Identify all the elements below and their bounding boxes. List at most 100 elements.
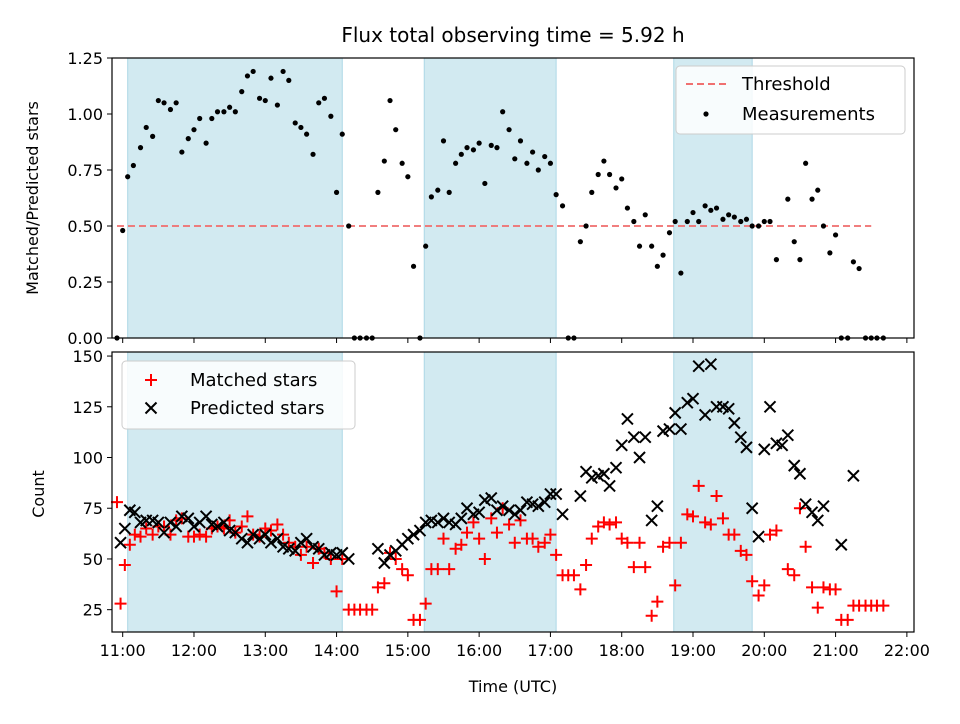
predicted-star-point	[472, 506, 486, 519]
matched-star-point	[473, 532, 486, 545]
measurement-point	[239, 89, 245, 95]
measurement-point	[636, 243, 643, 249]
matched-star-point	[657, 540, 670, 553]
measurement-point	[624, 205, 631, 211]
matched-star-point	[140, 522, 153, 535]
matched-star-point	[841, 613, 854, 626]
measurement-point	[535, 167, 541, 173]
measurement-point	[428, 194, 434, 200]
matched-star-point	[401, 569, 414, 582]
measurement-point	[286, 77, 292, 83]
measurement-point	[470, 147, 477, 153]
matched-star-point	[550, 548, 563, 561]
measurement-point	[339, 131, 345, 137]
matched-star-point	[114, 597, 127, 610]
matched-star-point	[187, 530, 200, 543]
matched-star-point	[503, 518, 516, 531]
predicted-star-point	[437, 512, 450, 525]
measurement-point	[654, 263, 660, 269]
matched-star-point	[378, 577, 391, 590]
measurement-point	[125, 174, 131, 180]
measurement-point	[298, 124, 304, 131]
matched-star-point	[781, 563, 794, 576]
predicted-star-point	[574, 489, 587, 503]
matched-star-point	[514, 514, 527, 527]
measurement-point	[328, 113, 334, 119]
measurement-point	[440, 138, 447, 144]
measurement-point	[435, 187, 441, 193]
matched-star-point	[770, 524, 783, 537]
matched-star-point	[128, 528, 141, 541]
matched-star-point	[467, 516, 480, 529]
measurement-point	[773, 257, 780, 263]
measurement-point	[453, 160, 459, 166]
y-tick-label: 25	[83, 601, 103, 620]
measurement-point	[346, 223, 352, 229]
matched-star-point	[633, 536, 646, 549]
matched-star-point	[307, 557, 320, 570]
measurement-point	[310, 151, 316, 157]
predicted-star-point	[621, 412, 634, 426]
shaded-interval	[423, 57, 557, 339]
matched-star-point	[282, 536, 295, 549]
measurement-point	[832, 232, 839, 238]
matched-star-point	[710, 490, 723, 503]
measurement-point	[601, 158, 607, 164]
measurement-point	[785, 196, 791, 202]
predicted-star-point	[811, 514, 824, 527]
measurement-point	[476, 140, 482, 146]
matched-star-point	[455, 538, 468, 551]
predicted-star-point	[799, 497, 812, 511]
measurement-point	[767, 218, 773, 225]
measurement-point	[458, 151, 464, 157]
measurement-point	[244, 73, 251, 79]
predicted-star-point	[639, 431, 652, 444]
measurement-point	[185, 136, 191, 142]
matched-star-point	[336, 552, 349, 565]
measurement-point	[713, 205, 720, 211]
measurement-point	[850, 259, 857, 265]
matched-star-point	[235, 520, 248, 533]
x-axis-label: Time (UTC)	[468, 677, 557, 696]
y-tick-label: 50	[83, 550, 103, 569]
predicted-star-point	[413, 524, 427, 537]
measurement-point	[227, 104, 233, 110]
matched-star-point	[532, 540, 545, 553]
measurement-point	[405, 174, 411, 180]
predicted-star-point	[633, 451, 646, 464]
matched-star-point	[259, 522, 272, 535]
measurement-point	[720, 216, 726, 222]
predicted-star-point	[609, 461, 623, 474]
predicted-star-point	[775, 439, 789, 452]
matched-star-point	[574, 583, 587, 596]
legend-box	[675, 65, 906, 135]
matched-star-point	[752, 589, 765, 602]
predicted-star-point	[847, 469, 860, 482]
measurement-point	[595, 171, 601, 178]
matched-star-point	[318, 546, 331, 559]
matched-star-point	[597, 516, 610, 529]
matched-star-point	[758, 579, 771, 592]
predicted-star-point	[485, 491, 498, 505]
measurement-point	[191, 127, 197, 133]
matched-star-point	[123, 538, 136, 551]
matched-star-point	[271, 518, 284, 531]
predicted-star-point	[615, 439, 628, 452]
x-tick-label: 12:00	[171, 641, 217, 660]
predicted-star-point	[805, 506, 819, 519]
predicted-star-point	[128, 506, 142, 519]
predicted-star-point	[152, 516, 165, 529]
predicted-star-point	[383, 548, 397, 562]
ratio-panel: 0.00 0.25 0.50 0.75 1.00 1.25 Threshold Measure…	[67, 49, 915, 348]
predicted-star-point	[728, 416, 741, 430]
predicted-star-point	[734, 431, 747, 444]
measurement-point	[130, 162, 136, 169]
y-tick-label: 125	[72, 398, 103, 417]
predicted-star-point	[199, 510, 213, 523]
measurement-point	[155, 97, 161, 104]
measurement-point	[232, 109, 238, 115]
predicted-star-point	[455, 512, 468, 525]
matched-star-point	[793, 502, 806, 515]
